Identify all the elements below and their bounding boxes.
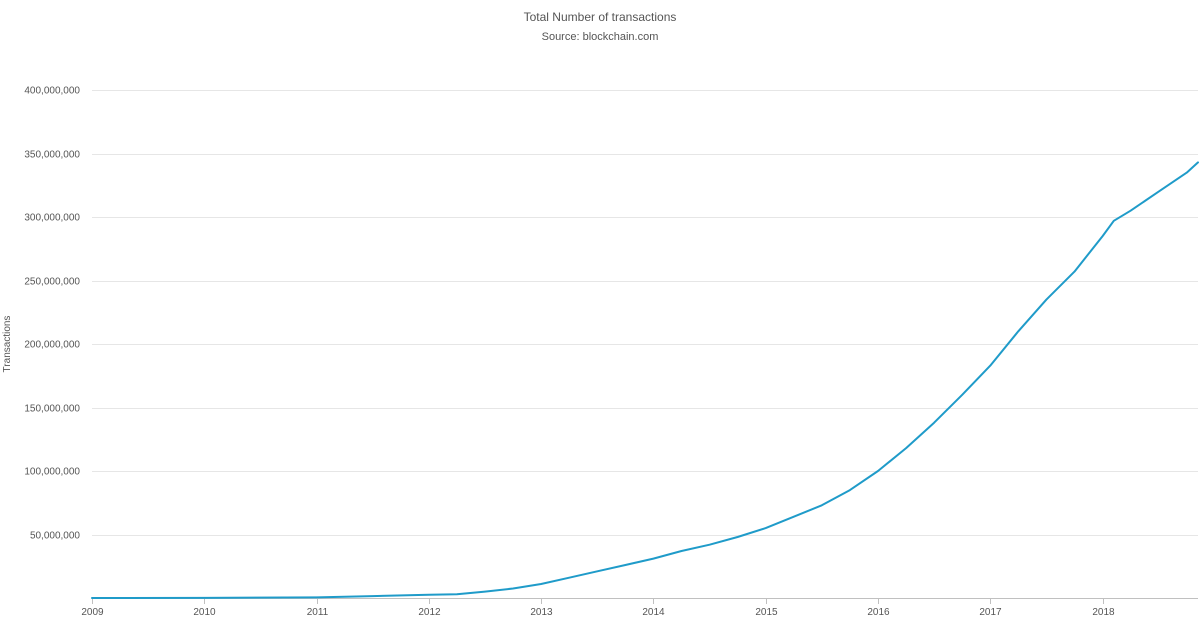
x-tick-label: 2011 — [307, 607, 329, 618]
series-line — [91, 161, 1199, 599]
x-tick-label: 2015 — [755, 607, 778, 618]
y-tick-label: 150,000,000 — [24, 404, 80, 415]
y-tick-label: 100,000,000 — [24, 467, 80, 478]
x-tick-label: 2018 — [1092, 607, 1115, 618]
y-tick-label: 200,000,000 — [24, 340, 80, 351]
x-tick-label: 2013 — [530, 607, 553, 618]
axes — [92, 598, 1198, 604]
x-tick-label: 2010 — [193, 607, 216, 618]
y-tick-label: 50,000,000 — [30, 531, 80, 542]
x-tick-label: 2016 — [867, 607, 890, 618]
x-tick-label: 2017 — [979, 607, 1002, 618]
y-tick-label: 250,000,000 — [24, 277, 80, 288]
y-tick-label: 300,000,000 — [24, 213, 80, 224]
x-tick-label: 2012 — [418, 607, 441, 618]
series-layer — [91, 161, 1199, 599]
x-tick-label: 2014 — [642, 607, 665, 618]
y-tick-label: 400,000,000 — [24, 86, 80, 97]
y-tick-label: 350,000,000 — [24, 150, 80, 161]
tick-labels: 50,000,000 100,000,000 150,000,000 200,000,… — [24, 86, 1115, 619]
x-tick-label: 2009 — [81, 607, 104, 618]
chart-title: Total Number of transactions — [523, 10, 677, 24]
grid-lines — [92, 90, 1198, 536]
y-axis-title: Transactions — [2, 316, 13, 373]
chart-subtitle: Source: blockchain.com — [541, 31, 659, 43]
